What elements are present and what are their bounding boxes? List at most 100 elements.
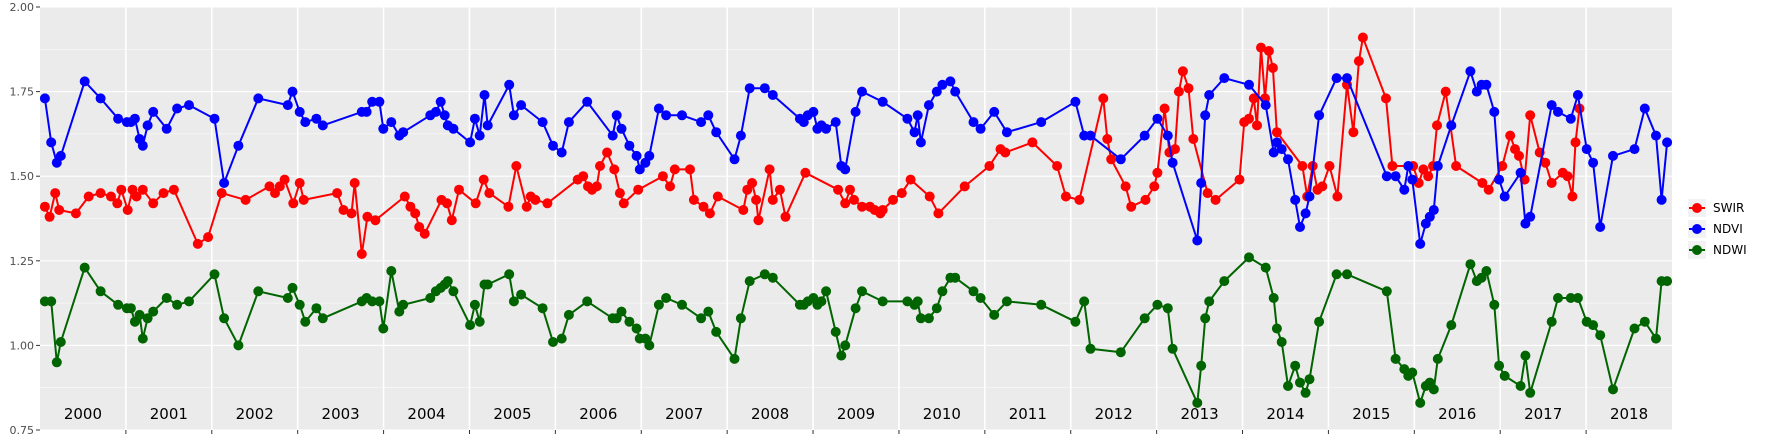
data-point (1102, 134, 1113, 144)
data-point (840, 164, 851, 175)
data-point (116, 184, 127, 195)
data-point (1546, 100, 1557, 111)
data-point (945, 76, 956, 87)
data-point (158, 188, 169, 199)
data-point (410, 208, 421, 219)
data-point (923, 100, 934, 111)
data-point (253, 93, 264, 104)
data-point (896, 188, 907, 199)
data-point (1525, 387, 1536, 398)
data-point (1562, 171, 1573, 182)
data-point (767, 272, 778, 283)
data-point (1656, 194, 1667, 205)
data-point (516, 289, 527, 300)
data-point (1662, 137, 1673, 148)
data-point (989, 309, 1000, 320)
data-point (644, 340, 655, 351)
data-point (905, 174, 916, 185)
data-point (821, 123, 832, 134)
data-point (857, 201, 867, 212)
data-point (508, 110, 519, 121)
data-point (759, 269, 770, 280)
data-point (611, 110, 622, 121)
data-point (442, 276, 453, 287)
data-point (1514, 150, 1524, 161)
data-point (633, 184, 644, 195)
data-point (1162, 130, 1173, 141)
data-point (950, 272, 961, 283)
data-point (1271, 323, 1282, 334)
data-point (1267, 62, 1278, 73)
data-point (1639, 316, 1650, 327)
data-point (446, 215, 457, 226)
year-label: 2017 (1524, 405, 1562, 423)
data-point (735, 130, 746, 141)
data-point (148, 106, 159, 117)
year-label: 2003 (322, 405, 360, 423)
data-point (454, 184, 464, 195)
data-point (1192, 397, 1203, 408)
data-point (849, 194, 859, 205)
data-point (591, 181, 602, 192)
data-point (282, 100, 293, 111)
data-point (474, 316, 485, 327)
data-point (414, 222, 425, 232)
data-point (729, 154, 740, 165)
data-point (516, 100, 527, 111)
data-point (1428, 205, 1439, 215)
data-point (521, 201, 532, 212)
data-point (1271, 127, 1282, 138)
data-point (378, 323, 389, 334)
data-point (46, 296, 57, 307)
year-label: 2016 (1438, 405, 1476, 423)
data-point (1152, 113, 1163, 124)
data-point (833, 184, 844, 195)
data-point (1565, 113, 1576, 124)
data-point (1139, 130, 1150, 141)
data-point (95, 286, 106, 297)
data-point (1387, 161, 1398, 171)
data-point (729, 353, 740, 364)
data-point (1283, 381, 1293, 391)
data-point (1520, 350, 1531, 361)
data-point (511, 161, 522, 171)
data-point (1149, 181, 1160, 192)
y-tick-label: 0.75 (10, 424, 35, 437)
data-point (780, 211, 791, 222)
data-point (287, 282, 298, 293)
data-point (317, 313, 328, 324)
data-point (582, 296, 593, 307)
data-point (556, 147, 567, 158)
data-point (1423, 171, 1434, 182)
legend-item-swir: SWIR (1688, 199, 1744, 217)
data-point (751, 194, 762, 205)
data-point (1196, 360, 1207, 371)
legend-label: NDWI (1713, 243, 1747, 257)
data-point (1210, 194, 1221, 205)
data-point (602, 147, 613, 158)
data-point (857, 286, 867, 297)
data-point (548, 337, 558, 347)
data-point (924, 191, 935, 202)
y-axis: 0.75 1.00 1.25 1.50 1.75 2.00 (10, 1, 40, 437)
data-point (113, 113, 124, 124)
data-point (578, 171, 589, 182)
data-point (1204, 296, 1215, 307)
data-point (931, 86, 942, 97)
data-point (902, 113, 913, 124)
data-point (478, 174, 489, 185)
data-point (1027, 137, 1038, 148)
data-point (1324, 161, 1335, 171)
data-point (1489, 106, 1500, 117)
data-point (1381, 171, 1392, 182)
data-point (172, 299, 183, 310)
year-label: 2008 (751, 405, 789, 423)
data-point (1234, 174, 1245, 185)
data-point (800, 167, 811, 178)
data-point (1295, 222, 1305, 232)
data-point (850, 303, 861, 314)
data-point (1152, 299, 1163, 310)
data-point (542, 198, 553, 209)
data-point (712, 191, 723, 202)
